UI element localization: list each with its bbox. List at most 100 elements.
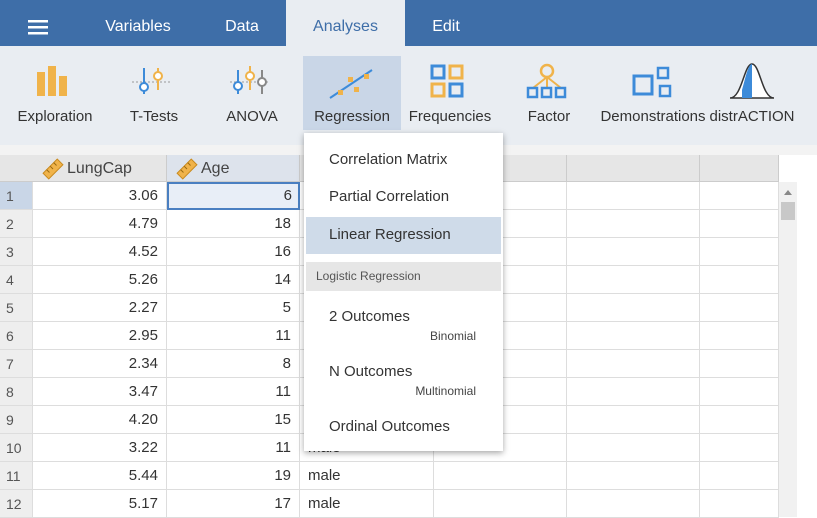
ribbon-button[interactable] bbox=[105, 56, 203, 130]
cell[interactable] bbox=[567, 434, 700, 462]
cell[interactable] bbox=[567, 210, 700, 238]
menu-item-label: 2 Outcomes bbox=[329, 308, 410, 325]
cell[interactable] bbox=[567, 378, 700, 406]
menu-item[interactable]: Ordinal Outcomes bbox=[306, 409, 501, 446]
cell[interactable]: 11 bbox=[167, 322, 300, 350]
column-header bbox=[0, 155, 35, 182]
cell[interactable]: 5.44 bbox=[33, 462, 167, 490]
row-number: 5 bbox=[0, 294, 33, 322]
menu-item[interactable]: N Outcomes Multinomial bbox=[306, 351, 501, 401]
cell[interactable] bbox=[567, 238, 700, 266]
cell[interactable] bbox=[434, 490, 567, 518]
cell[interactable] bbox=[434, 462, 567, 490]
row-number: 3 bbox=[0, 238, 33, 266]
cell[interactable]: 4.52 bbox=[33, 238, 167, 266]
cell[interactable] bbox=[567, 182, 700, 210]
cell[interactable] bbox=[567, 350, 700, 378]
cell[interactable]: 11 bbox=[167, 378, 300, 406]
row-number: 12 bbox=[0, 490, 33, 518]
cell[interactable] bbox=[434, 434, 567, 462]
cell[interactable]: 3.47 bbox=[33, 378, 167, 406]
ribbon-button[interactable] bbox=[203, 56, 301, 130]
hamburger[interactable] bbox=[26, 18, 50, 36]
ribbon-button[interactable] bbox=[303, 56, 401, 130]
cell[interactable]: 5 bbox=[167, 294, 300, 322]
column-header[interactable]: LungCap bbox=[33, 155, 167, 182]
ribbon-button[interactable] bbox=[703, 56, 801, 130]
cell[interactable]: 5.26 bbox=[33, 266, 167, 294]
ribbon-label: ANOVA bbox=[226, 108, 278, 125]
cell[interactable]: 17 bbox=[167, 490, 300, 518]
cell[interactable] bbox=[700, 434, 779, 462]
cell[interactable]: 19 bbox=[167, 462, 300, 490]
ribbon-button[interactable] bbox=[6, 56, 104, 130]
cell[interactable] bbox=[700, 378, 779, 406]
menu-bar: Variables Data Analyses Edit bbox=[0, 0, 817, 46]
tab[interactable]: Data bbox=[225, 18, 259, 35]
cell[interactable] bbox=[567, 322, 700, 350]
cell[interactable] bbox=[700, 462, 779, 490]
ribbon-label: Frequencies bbox=[408, 108, 492, 125]
cell[interactable] bbox=[700, 182, 779, 210]
cell[interactable] bbox=[700, 490, 779, 518]
cell[interactable]: 18 bbox=[167, 210, 300, 238]
ribbon: Exploration T-Tests ANOVA Regression Frequen… bbox=[0, 46, 817, 145]
menu-item-sublabel: Multinomial bbox=[415, 384, 476, 398]
tab[interactable]: Edit bbox=[432, 18, 460, 35]
cell[interactable] bbox=[700, 210, 779, 238]
cell[interactable]: 2.27 bbox=[33, 294, 167, 322]
cell[interactable]: male bbox=[300, 462, 434, 490]
column-header[interactable] bbox=[567, 155, 700, 182]
cell[interactable] bbox=[700, 322, 779, 350]
row-number: 11 bbox=[0, 462, 33, 490]
menu-section: Logistic Regression bbox=[306, 262, 501, 291]
cell[interactable]: 16 bbox=[167, 238, 300, 266]
cell[interactable]: 3.22 bbox=[33, 434, 167, 462]
column-header[interactable] bbox=[700, 155, 779, 182]
cell[interactable]: 14 bbox=[167, 266, 300, 294]
cell[interactable] bbox=[567, 406, 700, 434]
cell[interactable] bbox=[567, 294, 700, 322]
cell[interactable] bbox=[567, 462, 700, 490]
scrollbar[interactable] bbox=[779, 182, 797, 517]
cell[interactable] bbox=[700, 350, 779, 378]
cell[interactable] bbox=[700, 294, 779, 322]
cell[interactable] bbox=[700, 266, 779, 294]
cell[interactable] bbox=[700, 406, 779, 434]
row-number: 7 bbox=[0, 350, 33, 378]
row-number: 4 bbox=[0, 266, 33, 294]
menu-item[interactable]: 2 Outcomes Binomial bbox=[306, 296, 501, 346]
column-name: Age bbox=[201, 160, 230, 177]
cell[interactable]: 2.95 bbox=[33, 322, 167, 350]
cell[interactable] bbox=[700, 238, 779, 266]
dropdown-menu: Correlation Matrix Partial Correlation Lin… bbox=[304, 133, 503, 451]
cell[interactable]: 4.79 bbox=[33, 210, 167, 238]
cell[interactable]: male bbox=[300, 490, 434, 518]
cell[interactable]: 2.34 bbox=[33, 350, 167, 378]
cell[interactable]: 11 bbox=[167, 434, 300, 462]
cell[interactable]: 8 bbox=[167, 350, 300, 378]
tab[interactable]: Analyses bbox=[286, 0, 405, 46]
menu-item-sublabel: Binomial bbox=[429, 329, 476, 343]
ribbon-button[interactable] bbox=[605, 56, 703, 130]
cell[interactable] bbox=[567, 490, 700, 518]
cell[interactable]: 5.17 bbox=[33, 490, 167, 518]
cell[interactable]: 4.20 bbox=[33, 406, 167, 434]
column-header[interactable]: Age bbox=[167, 155, 300, 182]
cell[interactable]: 6 bbox=[167, 182, 300, 210]
ribbon-button[interactable] bbox=[401, 56, 499, 130]
cell[interactable]: 3.06 bbox=[33, 182, 167, 210]
menu-item-label: Partial Correlation bbox=[329, 188, 450, 205]
tab[interactable]: Variables bbox=[105, 18, 171, 35]
menu-item-label: Ordinal Outcomes bbox=[329, 418, 450, 435]
row-number: 10 bbox=[0, 434, 33, 462]
menu-item[interactable]: Linear Regression bbox=[306, 217, 501, 254]
cell[interactable]: 15 bbox=[167, 406, 300, 434]
ribbon-label: Regression bbox=[314, 108, 390, 125]
menu-item[interactable]: Correlation Matrix bbox=[306, 142, 501, 179]
menu-item[interactable]: Partial Correlation bbox=[306, 179, 501, 216]
ribbon-label: T-Tests bbox=[129, 108, 179, 125]
ribbon-button[interactable] bbox=[500, 56, 598, 130]
cell[interactable] bbox=[567, 266, 700, 294]
